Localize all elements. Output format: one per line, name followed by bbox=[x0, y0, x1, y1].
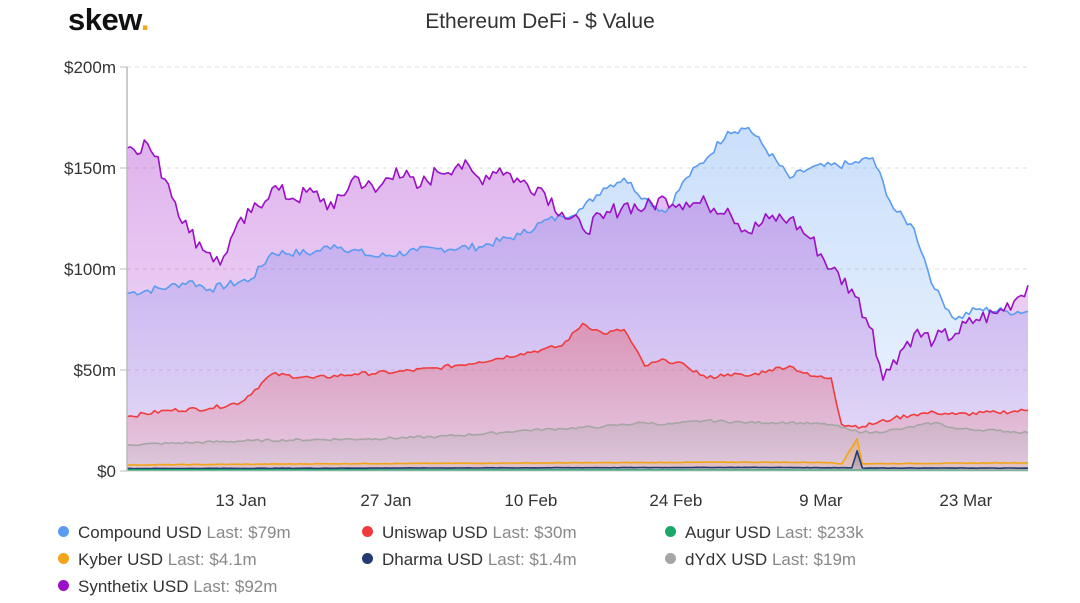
legend-last-kyber: $4.1m bbox=[209, 550, 257, 569]
legend-last-label: Last: bbox=[193, 577, 235, 596]
x-tick-label: 23 Mar bbox=[939, 491, 992, 510]
line-augur-usd bbox=[127, 469, 1028, 472]
legend-name-uniswap: Uniswap USD bbox=[382, 523, 488, 542]
legend-dot-compound bbox=[58, 526, 69, 537]
legend-last-label: Last: bbox=[771, 550, 814, 569]
legend-last-uniswap: $30m bbox=[534, 523, 577, 542]
legend-dot-dydx bbox=[665, 553, 676, 564]
y-tick-label: $150m bbox=[64, 159, 116, 178]
legend-last-label: Last: bbox=[167, 550, 210, 569]
legend-dot-dharma bbox=[362, 553, 373, 564]
legend-last-label: Last: bbox=[487, 550, 530, 569]
line-uniswap-usd bbox=[126, 322, 1029, 429]
area-dydx-usd bbox=[127, 419, 1028, 471]
legend-dot-kyber bbox=[58, 553, 69, 564]
legend-name-dydx: dYdX USD bbox=[685, 550, 768, 569]
line-dharma-usd bbox=[126, 450, 1029, 470]
legend-last-label: Last: bbox=[492, 523, 535, 542]
legend-last-synthetix: $92m bbox=[234, 577, 278, 596]
legend-last-augur: $233k bbox=[817, 523, 864, 542]
x-tick-label: 13 Jan bbox=[215, 491, 266, 510]
legend-name-compound: Compound USD bbox=[78, 523, 202, 542]
legend-item-dharma[interactable]: Dharma USD Last: $1.4m bbox=[362, 550, 577, 570]
x-tick-label: 9 Mar bbox=[799, 491, 843, 510]
legend-last-label: Last: bbox=[206, 523, 249, 542]
legend-item-compound[interactable]: Compound USD Last: $79m bbox=[58, 523, 291, 543]
legend-dot-uniswap bbox=[362, 526, 373, 537]
legend-name-augur: Augur USD bbox=[685, 523, 771, 542]
legend-name-kyber: Kyber USD bbox=[78, 550, 164, 569]
legend-last-dydx: $19m bbox=[813, 550, 857, 569]
y-tick-label: $100m bbox=[64, 260, 116, 279]
legend-item-augur[interactable]: Augur USD Last: $233k bbox=[665, 523, 864, 543]
legend-dot-augur bbox=[665, 526, 676, 537]
legend-name-dharma: Dharma USD bbox=[382, 550, 484, 569]
chart-axes: $0 $50m $100m $150m $200m 13 Jan 27 Jan 10 Feb 2… bbox=[64, 58, 1028, 510]
legend-item-dydx[interactable]: dYdX USD Last: $19m bbox=[665, 550, 856, 570]
y-tick-label: $0 bbox=[97, 462, 116, 481]
legend-item-kyber[interactable]: Kyber USD Last: $4.1m bbox=[58, 550, 257, 570]
logo-dot: . bbox=[140, 2, 150, 37]
x-tick-label: 24 Feb bbox=[649, 491, 702, 510]
line-synthetix-usd bbox=[126, 139, 1029, 381]
line-dydx-usd bbox=[126, 418, 1029, 447]
logo-text: skew bbox=[68, 2, 141, 37]
skew-logo: skew. bbox=[68, 2, 149, 38]
line-compound-usd bbox=[126, 126, 1029, 321]
y-tick-label: $200m bbox=[64, 58, 116, 77]
legend-item-uniswap[interactable]: Uniswap USD Last: $30m bbox=[362, 523, 577, 543]
legend-item-synthetix[interactable]: Synthetix USD Last: $92m bbox=[58, 577, 277, 597]
legend-last-label: Last: bbox=[775, 523, 818, 542]
legend-name-synthetix: Synthetix USD bbox=[78, 577, 189, 596]
y-tick-label: $50m bbox=[73, 361, 116, 380]
chart-title: Ethereum DeFi - $ Value bbox=[425, 10, 655, 33]
legend-dot-synthetix bbox=[58, 580, 69, 591]
x-tick-label: 27 Jan bbox=[360, 491, 411, 510]
chart-lines bbox=[126, 126, 1029, 472]
line-kyber-usd bbox=[126, 437, 1029, 466]
x-tick-label: 10 Feb bbox=[504, 491, 557, 510]
legend-last-compound: $79m bbox=[248, 523, 291, 542]
legend-last-dharma: $1.4m bbox=[529, 550, 577, 569]
